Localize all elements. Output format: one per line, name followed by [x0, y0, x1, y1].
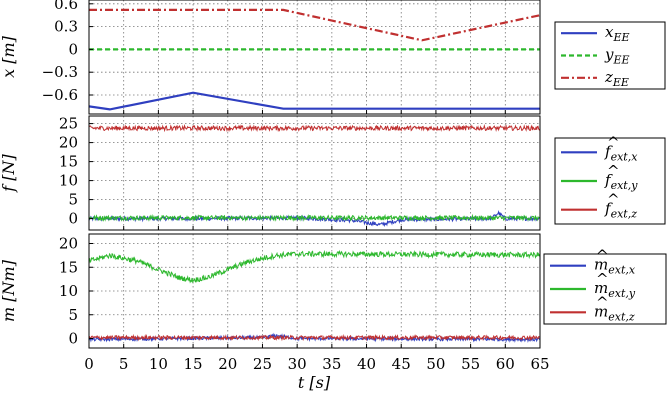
legend-label: zEE — [604, 68, 629, 89]
legend-label: yEE — [604, 46, 630, 67]
y-tick-label: 0 — [68, 330, 78, 348]
y-axis-label: x [m] — [0, 35, 18, 78]
y-axis-label: m [Nm] — [0, 259, 18, 322]
legend-label: fext,x — [604, 142, 638, 163]
legend-label: mext,y — [594, 279, 636, 300]
x-tick-label: 20 — [218, 355, 237, 373]
y-axis-label: f [N] — [0, 154, 18, 193]
x-tick-label: 0 — [84, 355, 94, 373]
x-tick-label: 50 — [426, 355, 445, 373]
legend-hat-icon: ^ — [596, 293, 609, 311]
x-tick-label: 35 — [322, 355, 341, 373]
plot-frame — [88, 115, 541, 231]
y-tick-label: 0 — [68, 40, 78, 58]
x-tick-label: 55 — [461, 355, 480, 373]
x-tick-label: 45 — [392, 355, 411, 373]
y-tick-label: 10 — [59, 282, 78, 300]
y-tick-label: 15 — [59, 258, 78, 276]
y-tick-label: 10 — [59, 172, 78, 190]
y-tick-label: 0.6 — [54, 0, 78, 13]
y-tick-label: −0.3 — [42, 63, 78, 81]
series-z-ee — [89, 8, 540, 42]
legend-label: mext,x — [594, 256, 636, 277]
y-tick-label: 25 — [59, 115, 78, 133]
legend-label: mext,z — [594, 302, 635, 323]
legend: mext,x^mext,y^mext,z^ — [543, 247, 667, 325]
x-tick-label: 60 — [496, 355, 515, 373]
series-f-ext-y — [89, 213, 540, 222]
x-tick-label: 30 — [288, 355, 307, 373]
legend-hat-icon: ^ — [607, 191, 620, 209]
x-tick-label: 15 — [184, 355, 203, 373]
x-tick-label: 40 — [357, 355, 376, 373]
y-tick-label: 20 — [59, 134, 78, 152]
plot-frame — [88, 0, 541, 115]
y-tick-label: 0.3 — [54, 18, 78, 36]
y-tick-label: 0 — [68, 210, 78, 228]
series-m-ext-z — [89, 333, 540, 342]
y-tick-label: 15 — [59, 153, 78, 171]
y-tick-label: 20 — [59, 235, 78, 253]
legend-label: fext,z — [604, 200, 637, 221]
legend-hat-icon: ^ — [596, 247, 609, 265]
y-tick-label: −0.6 — [42, 86, 78, 104]
x-axis-label: t [s] — [298, 373, 331, 392]
legend-hat-icon: ^ — [607, 162, 620, 180]
legend-hat-icon: ^ — [596, 270, 609, 288]
series-m-ext-y — [89, 249, 540, 284]
y-tick-label: 5 — [68, 191, 78, 209]
x-tick-label: 65 — [530, 355, 549, 373]
x-tick-label: 25 — [253, 355, 272, 373]
series-f-ext-z — [89, 124, 540, 133]
x-tick-label: 10 — [149, 355, 168, 373]
legend-hat-icon: ^ — [607, 133, 620, 151]
legend-label: fext,y — [604, 171, 638, 192]
legend-label: xEE — [605, 23, 630, 44]
y-tick-label: 5 — [68, 306, 78, 324]
series-x-ee — [89, 91, 540, 111]
legend: fext,x^fext,y^fext,z^ — [554, 133, 666, 225]
x-tick-label: 5 — [119, 355, 129, 373]
